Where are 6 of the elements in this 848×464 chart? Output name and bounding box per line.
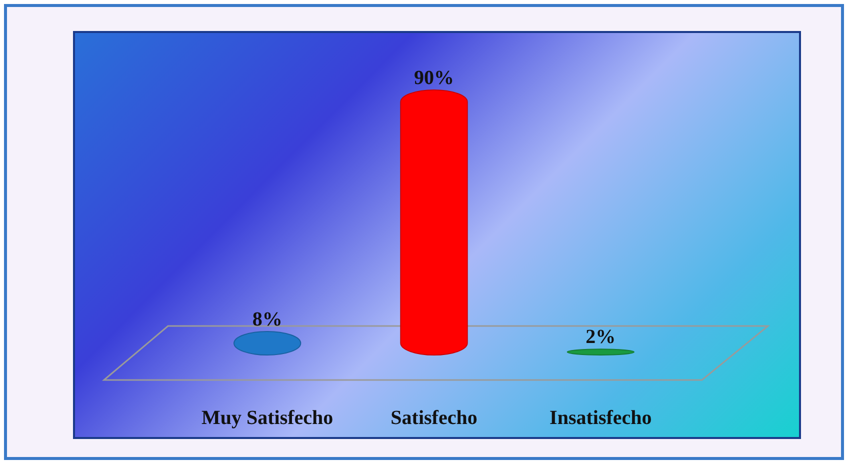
x-tick-label: Satisfecho [390, 407, 478, 429]
x-tick-label: Insatisfecho [550, 407, 652, 429]
data-label: 2% [586, 326, 616, 348]
data-label: 90% [414, 67, 454, 89]
data-label: 8% [252, 308, 282, 330]
x-tick-label: Muy Satisfecho [201, 407, 334, 429]
